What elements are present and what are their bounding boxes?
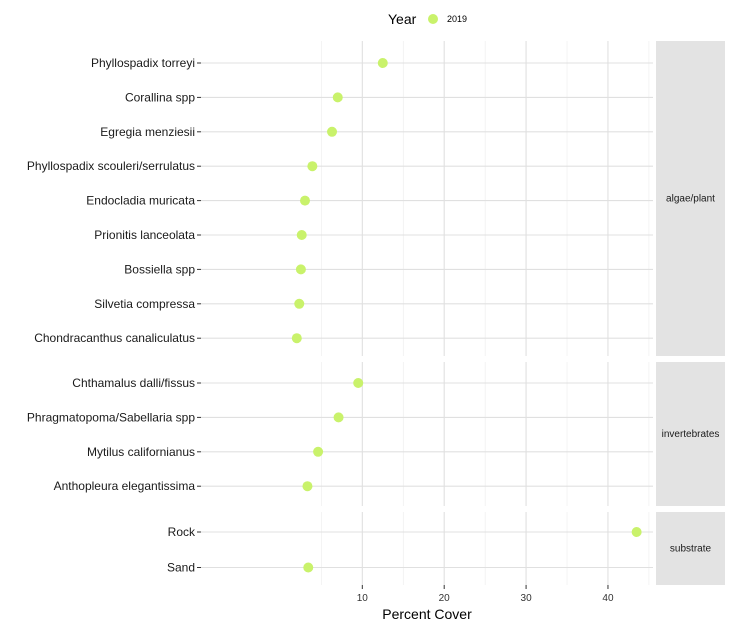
data-point <box>291 333 302 344</box>
facet-strip <box>656 512 725 585</box>
facet-strip-label: algae/plant <box>666 194 715 205</box>
x-tick-label: 20 <box>439 593 451 604</box>
y-tick-label: Silvetia compressa <box>94 297 195 311</box>
panel-background <box>201 41 653 356</box>
data-point <box>332 92 343 103</box>
data-point <box>295 264 306 275</box>
data-point <box>303 562 314 573</box>
y-tick-label: Prionitis lanceolata <box>94 228 195 242</box>
legend-title: Year <box>388 11 417 27</box>
y-tick-label: Phyllospadix torreyi <box>91 56 195 70</box>
y-tick-label: Phyllospadix scouleri/serrulatus <box>27 159 195 173</box>
x-axis: 10 20 30 40 <box>357 585 614 604</box>
facet-strip <box>656 362 725 506</box>
panel-invertebrates: Chthamalus dalli/fissus Phragmatopoma/Sab… <box>27 362 725 506</box>
legend: Year 2019 <box>388 11 467 27</box>
data-point <box>377 58 388 68</box>
y-tick-label: Mytilus californianus <box>87 445 195 459</box>
data-point <box>631 527 642 537</box>
y-tick-label: Rock <box>168 525 196 539</box>
data-point <box>327 126 338 137</box>
x-tick-label: 40 <box>602 593 614 604</box>
data-point <box>307 161 318 172</box>
facet-strip-label: substrate <box>670 544 712 555</box>
data-point <box>353 378 364 388</box>
data-point <box>294 298 305 309</box>
facet-panels: Phyllospadix torreyi Corallina spp Egregia… <box>27 41 725 585</box>
data-point <box>313 446 324 457</box>
y-tick-label: Endocladia muricata <box>86 194 195 208</box>
data-point <box>296 230 307 240</box>
panel-substrate: Rock Sand substrate <box>167 512 725 585</box>
y-tick-label: Anthopleura elegantissima <box>54 479 196 493</box>
x-tick-label: 30 <box>521 593 533 604</box>
y-tick-label: Phragmatopoma/Sabellaria spp <box>27 410 195 424</box>
y-tick-label: Egregia menziesii <box>100 125 195 139</box>
y-tick-label: Sand <box>167 561 195 575</box>
data-point <box>302 481 313 492</box>
y-tick-label: Chthamalus dalli/fissus <box>72 376 195 390</box>
y-tick-label: Chondracanthus canaliculatus <box>34 331 195 345</box>
panel-background <box>201 362 653 506</box>
y-tick-label: Corallina spp <box>125 90 195 104</box>
x-tick-label: 10 <box>357 593 369 604</box>
data-point <box>299 195 310 206</box>
x-axis-title: Percent Cover <box>382 606 472 622</box>
facet-strip-label: invertebrates <box>662 429 720 440</box>
panel-algae-plant: Phyllospadix torreyi Corallina spp Egregia… <box>27 41 725 356</box>
facet-strip <box>656 41 725 356</box>
legend-key-2019 <box>428 14 438 24</box>
panel-background <box>201 512 653 585</box>
legend-label-2019: 2019 <box>447 14 467 24</box>
y-tick-label: Bossiella spp <box>124 262 195 276</box>
data-point <box>333 412 344 423</box>
